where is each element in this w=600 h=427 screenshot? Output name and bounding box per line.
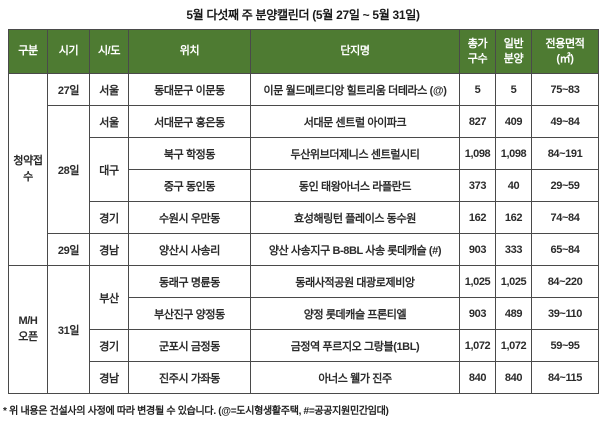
cell-general: 5 — [495, 73, 532, 106]
cell-location: 동대문구 이문동 — [128, 73, 251, 106]
cell-complex-name: 효성해링턴 플레이스 동수원 — [250, 201, 460, 234]
cell-sido: 경기 — [89, 329, 129, 362]
header-day: 시기 — [47, 29, 90, 74]
cell-day: 29일 — [47, 233, 90, 266]
cell-total: 827 — [459, 105, 496, 138]
cell-sido: 서울 — [89, 105, 129, 138]
cell-complex-name: 동래사적공원 대광로제비앙 — [250, 265, 460, 298]
cell-total: 1,025 — [459, 265, 496, 298]
table-row: 중구 동인동 동인 태왕아너스 라플란드 373 40 29~59 — [9, 169, 599, 202]
cell-complex-name: 서대문 센트럴 아이파크 — [250, 105, 460, 138]
cell-day: 31일 — [47, 265, 90, 394]
group-cell-subscription: 청약접 수 — [8, 73, 48, 266]
cell-location: 동래구 명륜동 — [128, 265, 251, 298]
table-row: 대구 북구 학정동 두산위브더제니스 센트럴시티 1,098 1,098 84~… — [9, 137, 599, 202]
header-row: 구분 시기 시/도 위치 단지명 총가 구수 일반 분양 전용면적 (㎡) — [8, 29, 599, 74]
cell-day: 27일 — [47, 73, 90, 106]
cell-general: 162 — [495, 201, 532, 234]
header-general-sale: 일반 분양 — [495, 29, 532, 74]
cell-complex-name: 두산위브더제니스 센트럴시티 — [250, 137, 460, 170]
footnote-change-notice: * 위 내용은 건설사의 사정에 따라 변경될 수 있습니다. (@=도시형생활… — [3, 406, 389, 417]
cell-complex-name: 양정 롯데캐슬 프론티엘 — [250, 297, 460, 330]
cell-area: 84~191 — [531, 137, 599, 170]
header-sido: 시/도 — [89, 29, 129, 74]
cell-general: 1,072 — [495, 329, 532, 362]
cell-area: 84~220 — [531, 265, 599, 298]
cell-area: 75~83 — [531, 73, 599, 106]
cell-sido: 부산 — [89, 265, 129, 330]
header-total-households: 총가 구수 — [459, 29, 496, 74]
cell-total: 1,098 — [459, 137, 496, 170]
table-row: 경남 진주시 가좌동 아너스 웰가 진주 840 840 84~115 — [9, 361, 599, 394]
cell-area: 49~84 — [531, 105, 599, 138]
cell-area: 84~115 — [531, 361, 599, 394]
cell-day: 28일 — [47, 105, 90, 234]
cell-sido: 경남 — [89, 361, 129, 394]
table-row: 경기 군포시 금정동 금정역 푸르지오 그랑블(1BL) 1,072 1,072… — [9, 329, 599, 362]
cell-complex-name: 양산 사송지구 B-8BL 사송 롯데캐슬 (#) — [250, 233, 460, 266]
cell-sido: 경남 — [89, 233, 129, 266]
cell-total: 840 — [459, 361, 496, 394]
cell-general: 40 — [495, 169, 532, 202]
cell-location: 부산진구 양정동 — [128, 297, 251, 330]
header-gubun: 구분 — [8, 29, 48, 74]
cell-area: 74~84 — [531, 201, 599, 234]
cell-location: 군포시 금정동 — [128, 329, 251, 362]
cell-total: 5 — [459, 73, 496, 106]
table-row: 경기 수원시 우만동 효성해링턴 플레이스 동수원 162 162 74~84 — [9, 201, 599, 234]
table-row: M/H 오픈 31일 부산 동래구 명륜동 동래사적공원 대광로제비앙 1,02… — [8, 265, 599, 394]
cell-sido: 대구 — [89, 137, 129, 202]
cell-total: 903 — [459, 233, 496, 266]
cell-sido: 경기 — [89, 201, 129, 234]
table-body: 청약접 수 27일 서울 동대문구 이문동 이문 월드메르디앙 힐트리움 더테라… — [8, 73, 599, 394]
cell-complex-name: 금정역 푸르지오 그랑블(1BL) — [250, 329, 460, 362]
cell-complex-name: 동인 태왕아너스 라플란드 — [250, 169, 460, 202]
cell-area: 29~59 — [531, 169, 599, 202]
cell-general: 1,025 — [495, 265, 532, 298]
page-title: 5월 다섯째 주 분양캘린더 (5월 27일 ~ 5월 31일) — [186, 8, 420, 22]
cell-general: 489 — [495, 297, 532, 330]
table-row: 청약접 수 27일 서울 동대문구 이문동 이문 월드메르디앙 힐트리움 더테라… — [8, 73, 599, 266]
cell-general: 1,098 — [495, 137, 532, 170]
cell-general: 409 — [495, 105, 532, 138]
cell-area: 59~95 — [531, 329, 599, 362]
table-row: 28일 서울 서대문구 홍은동 서대문 센트럴 아이파크 827 409 49~… — [9, 105, 599, 234]
cell-complex-name: 아너스 웰가 진주 — [250, 361, 460, 394]
cell-area: 39~110 — [531, 297, 599, 330]
cell-location: 진주시 가좌동 — [128, 361, 251, 394]
header-location: 위치 — [128, 29, 251, 74]
cell-location: 북구 학정동 — [128, 137, 251, 170]
cell-general: 333 — [495, 233, 532, 266]
cell-sido: 서울 — [89, 73, 129, 106]
cell-total: 162 — [459, 201, 496, 234]
header-exclusive-area: 전용면적 (㎡) — [531, 29, 599, 74]
cell-location: 서대문구 홍은동 — [128, 105, 251, 138]
table-row: 29일 경남 양산시 사송리 양산 사송지구 B-8BL 사송 롯데캐슬 (#)… — [9, 233, 599, 266]
cell-total: 1,072 — [459, 329, 496, 362]
cell-location: 중구 동인동 — [128, 169, 251, 202]
cell-location: 수원시 우만동 — [128, 201, 251, 234]
cell-area: 65~84 — [531, 233, 599, 266]
cell-general: 840 — [495, 361, 532, 394]
cell-complex-name: 이문 월드메르디앙 힐트리움 더테라스 (@) — [250, 73, 460, 106]
table-header: 구분 시기 시/도 위치 단지명 총가 구수 일반 분양 전용면적 (㎡) — [8, 29, 599, 74]
cell-total: 373 — [459, 169, 496, 202]
cell-location: 양산시 사송리 — [128, 233, 251, 266]
footnotes: * 위 내용은 건설사의 사정에 따라 변경될 수 있습니다. (@=도시형생활… — [3, 402, 600, 427]
cell-total: 903 — [459, 297, 496, 330]
group-cell-modelhouse-open: M/H 오픈 — [8, 265, 48, 394]
header-complex: 단지명 — [250, 29, 460, 74]
sale-calendar-table: 구분 시기 시/도 위치 단지명 총가 구수 일반 분양 전용면적 (㎡) 청약… — [8, 29, 599, 394]
